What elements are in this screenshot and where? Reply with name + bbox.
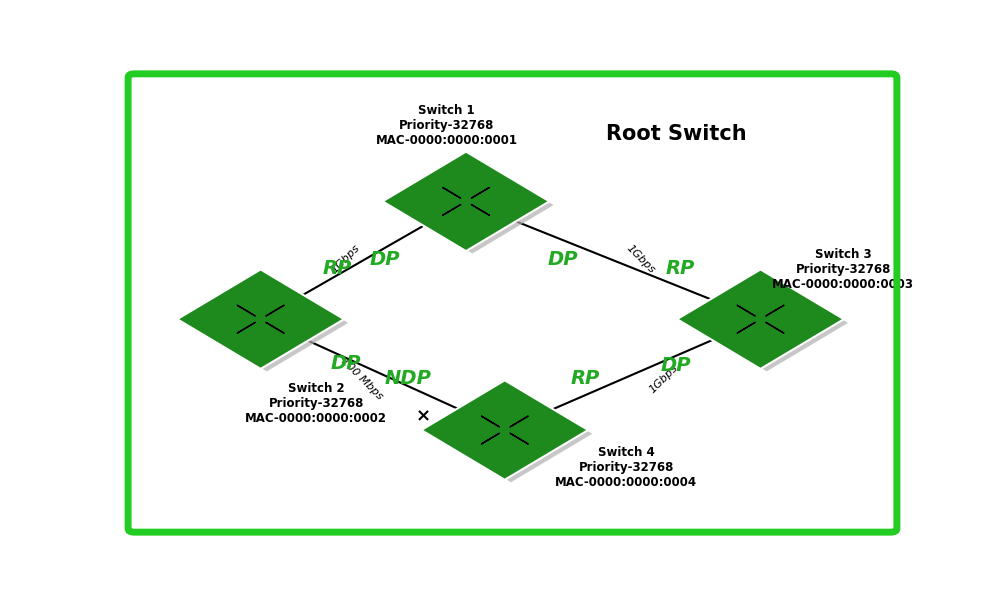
- Polygon shape: [423, 382, 586, 479]
- Polygon shape: [685, 274, 848, 371]
- Text: 1Gbps: 1Gbps: [624, 243, 657, 275]
- Text: RP: RP: [571, 370, 600, 388]
- Polygon shape: [391, 157, 554, 254]
- Text: 1Gbps: 1Gbps: [330, 243, 362, 275]
- Text: Switch 3
Priority-32768
MAC-0000:0000:0003: Switch 3 Priority-32768 MAC-0000:0000:00…: [772, 248, 914, 290]
- Polygon shape: [385, 153, 547, 250]
- Text: Root Switch: Root Switch: [606, 124, 746, 145]
- Text: DP: DP: [547, 250, 578, 269]
- Text: ×: ×: [416, 407, 431, 425]
- Polygon shape: [430, 385, 592, 482]
- Polygon shape: [175, 268, 346, 370]
- Polygon shape: [179, 271, 342, 368]
- Text: DP: DP: [660, 356, 691, 375]
- Text: 100 Mbps: 100 Mbps: [339, 356, 384, 402]
- Text: Switch 2
Priority-32768
MAC-0000:0000:0002: Switch 2 Priority-32768 MAC-0000:0000:00…: [245, 382, 387, 425]
- Text: DP: DP: [330, 354, 361, 373]
- Text: Switch 1
Priority-32768
MAC-0000:0000:0001: Switch 1 Priority-32768 MAC-0000:0000:00…: [376, 104, 518, 148]
- Polygon shape: [419, 379, 590, 481]
- Text: 1Gbps: 1Gbps: [647, 363, 680, 395]
- Text: RP: RP: [323, 259, 352, 278]
- Polygon shape: [381, 151, 551, 252]
- Polygon shape: [185, 274, 348, 371]
- Polygon shape: [675, 268, 846, 370]
- Text: RP: RP: [665, 259, 695, 278]
- Polygon shape: [679, 271, 842, 368]
- Text: Switch 4
Priority-32768
MAC-0000:0000:0004: Switch 4 Priority-32768 MAC-0000:0000:00…: [555, 446, 697, 489]
- Text: DP: DP: [370, 250, 400, 269]
- Text: NDP: NDP: [384, 370, 431, 388]
